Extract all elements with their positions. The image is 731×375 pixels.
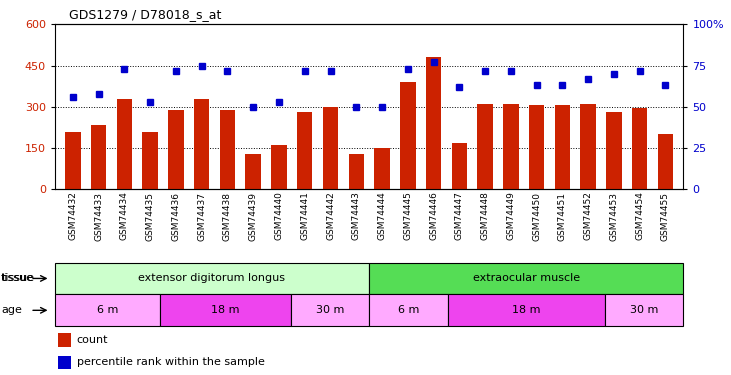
Bar [400,82,415,189]
Text: 30 m: 30 m [630,305,659,315]
Text: count: count [77,335,108,345]
Text: GSM74449: GSM74449 [507,192,515,240]
Bar [58,356,70,369]
Text: extensor digitorum longus: extensor digitorum longus [138,273,286,284]
Text: GSM74448: GSM74448 [480,192,490,240]
Text: GSM74455: GSM74455 [661,192,670,241]
Bar [529,105,545,189]
Bar [605,294,683,326]
Text: tissue: tissue [1,273,34,284]
Text: 30 m: 30 m [316,305,344,315]
Text: percentile rank within the sample: percentile rank within the sample [77,357,265,368]
Text: GSM74451: GSM74451 [558,192,567,241]
Bar [297,112,312,189]
Bar [117,99,132,189]
Bar [606,112,621,189]
Text: GSM74445: GSM74445 [404,192,412,240]
Bar [58,333,70,347]
Bar [55,262,369,294]
Text: GDS1279 / D78018_s_at: GDS1279 / D78018_s_at [69,8,221,21]
Bar [349,154,364,189]
Bar [632,108,648,189]
Bar [323,107,338,189]
Text: GSM74453: GSM74453 [610,192,618,241]
Text: GSM74447: GSM74447 [455,192,464,240]
Bar [159,294,290,326]
Bar [194,99,209,189]
Text: GSM74454: GSM74454 [635,192,644,240]
Text: 6 m: 6 m [96,305,118,315]
Text: GSM74438: GSM74438 [223,192,232,241]
Text: 18 m: 18 m [211,305,239,315]
Text: GSM74439: GSM74439 [249,192,258,241]
Text: GSM74435: GSM74435 [145,192,155,241]
Bar [65,132,80,189]
Text: tissue: tissue [1,273,34,284]
Bar [580,104,596,189]
Bar [477,104,493,189]
Bar [271,146,287,189]
Text: GSM74440: GSM74440 [274,192,284,240]
Bar [555,105,570,189]
Bar [143,132,158,189]
Bar [168,110,183,189]
Text: GSM74444: GSM74444 [377,192,387,240]
Text: extraocular muscle: extraocular muscle [473,273,580,284]
Text: GSM74443: GSM74443 [352,192,361,240]
Text: GSM74442: GSM74442 [326,192,335,240]
Text: GSM74434: GSM74434 [120,192,129,240]
Bar [220,110,235,189]
Text: GSM74446: GSM74446 [429,192,438,240]
Bar [290,294,369,326]
Bar [503,104,518,189]
Text: GSM74441: GSM74441 [300,192,309,240]
Bar [452,142,467,189]
Bar [369,294,447,326]
Bar [374,148,390,189]
Bar [658,134,673,189]
Bar [91,125,106,189]
Bar [447,294,605,326]
Bar [426,57,442,189]
Text: age: age [1,305,22,315]
Bar [55,294,159,326]
Text: GSM74432: GSM74432 [69,192,77,240]
Text: GSM74452: GSM74452 [583,192,593,240]
Text: 18 m: 18 m [512,305,540,315]
Text: GSM74450: GSM74450 [532,192,541,241]
Text: GSM74433: GSM74433 [94,192,103,241]
Bar [246,154,261,189]
Text: GSM74437: GSM74437 [197,192,206,241]
Text: 6 m: 6 m [398,305,419,315]
Text: GSM74436: GSM74436 [171,192,181,241]
Bar [369,262,683,294]
